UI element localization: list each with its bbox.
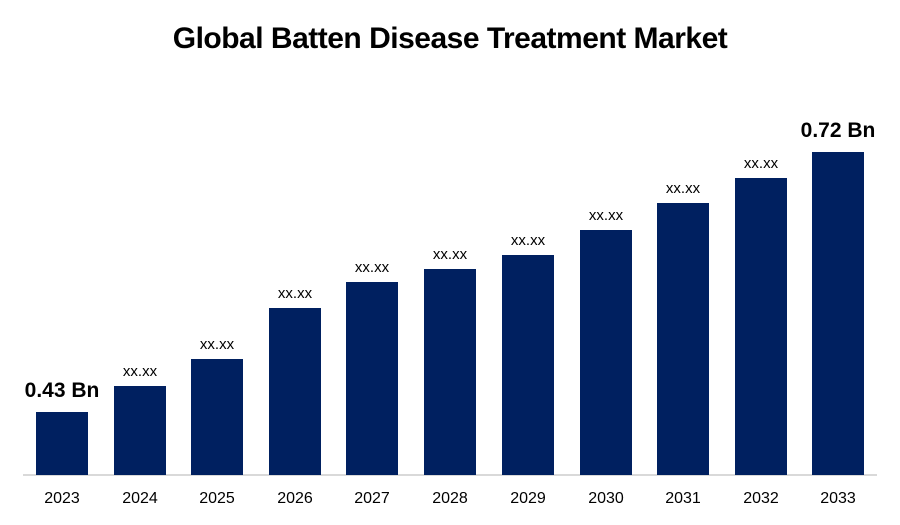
bar-2029 [502, 255, 554, 475]
value-label-2033: 0.72 Bn [800, 119, 876, 142]
bar-2026 [269, 308, 321, 475]
year-label-2028: 2028 [432, 490, 468, 507]
year-label-2032: 2032 [743, 490, 779, 507]
chart-title: Global Batten Disease Treatment Market [172, 22, 728, 55]
value-label-2027: xx.xx [354, 259, 390, 276]
value-label-2030: xx.xx [588, 207, 624, 224]
year-label-2024: 2024 [122, 490, 158, 507]
bar-2023 [36, 412, 88, 475]
value-label-2025: xx.xx [199, 336, 235, 353]
value-label-2023: 0.43 Bn [24, 379, 100, 402]
bar-2024 [114, 386, 166, 475]
value-label-2024: xx.xx [122, 363, 158, 380]
value-label-2032: xx.xx [743, 155, 779, 172]
year-label-2031: 2031 [665, 490, 701, 507]
year-label-2030: 2030 [588, 490, 624, 507]
bar-2031 [657, 203, 709, 475]
bar-2033 [812, 152, 864, 475]
year-label-2026: 2026 [277, 490, 313, 507]
bar-2027 [346, 282, 398, 475]
bar-2030 [580, 230, 632, 475]
year-label-2023: 2023 [44, 490, 80, 507]
bar-2028 [424, 269, 476, 475]
year-label-2025: 2025 [199, 490, 235, 507]
value-label-2029: xx.xx [510, 232, 546, 249]
year-label-2029: 2029 [510, 490, 546, 507]
value-label-2026: xx.xx [277, 285, 313, 302]
value-label-2031: xx.xx [665, 180, 701, 197]
value-label-2028: xx.xx [432, 246, 468, 263]
bar-2025 [191, 359, 243, 475]
x-axis-line [23, 474, 877, 476]
bar-2032 [735, 178, 787, 475]
year-label-2027: 2027 [354, 490, 390, 507]
year-label-2033: 2033 [820, 490, 856, 507]
